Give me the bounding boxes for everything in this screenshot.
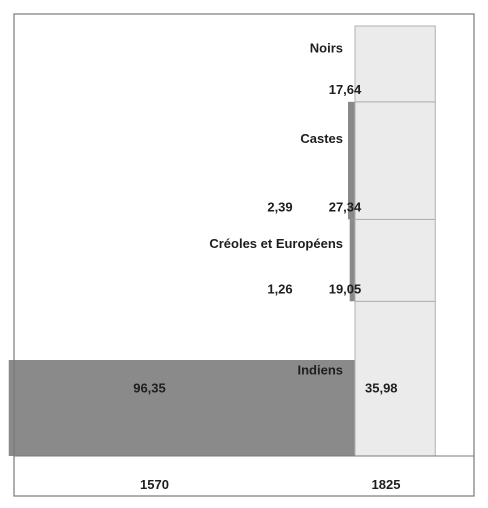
series-label-indiens: Indiens [297,363,343,378]
bar-1570-castes [347,101,355,220]
chart-frame [13,13,475,497]
series-label-noirs: Noirs [310,41,343,56]
value-label-1825-indiens: 35,98 [365,381,398,396]
label-layer: Indiens 35,98 96,35 Créoles et Européens 19,… [133,41,400,492]
value-label-1570-castes: 2,39 [267,199,292,214]
bar-1825-indiens [354,300,436,457]
value-label-1825-noirs: 17,64 [329,82,362,97]
bar-layer [8,25,474,457]
series-label-castes: Castes [300,131,343,146]
bar-1570-creoles-et-europeens [349,219,355,302]
bar-1825-noirs [354,25,436,103]
bar-1825-castes [354,101,436,220]
category-label-1825: 1825 [372,477,401,492]
series-label-creoles-et-europeens: Créoles et Européens [209,236,343,251]
value-label-1825-castes: 27,34 [329,199,362,214]
bar-1570-indiens [8,360,355,456]
bar-1825-creoles-et-europeens [354,218,436,302]
value-label-1570-indiens: 96,35 [133,381,166,396]
value-label-1825-creoles-et-europeens: 19,05 [329,281,362,296]
value-label-1570-creoles-et-europeens: 1,26 [267,281,292,296]
category-label-1570: 1570 [140,477,169,492]
